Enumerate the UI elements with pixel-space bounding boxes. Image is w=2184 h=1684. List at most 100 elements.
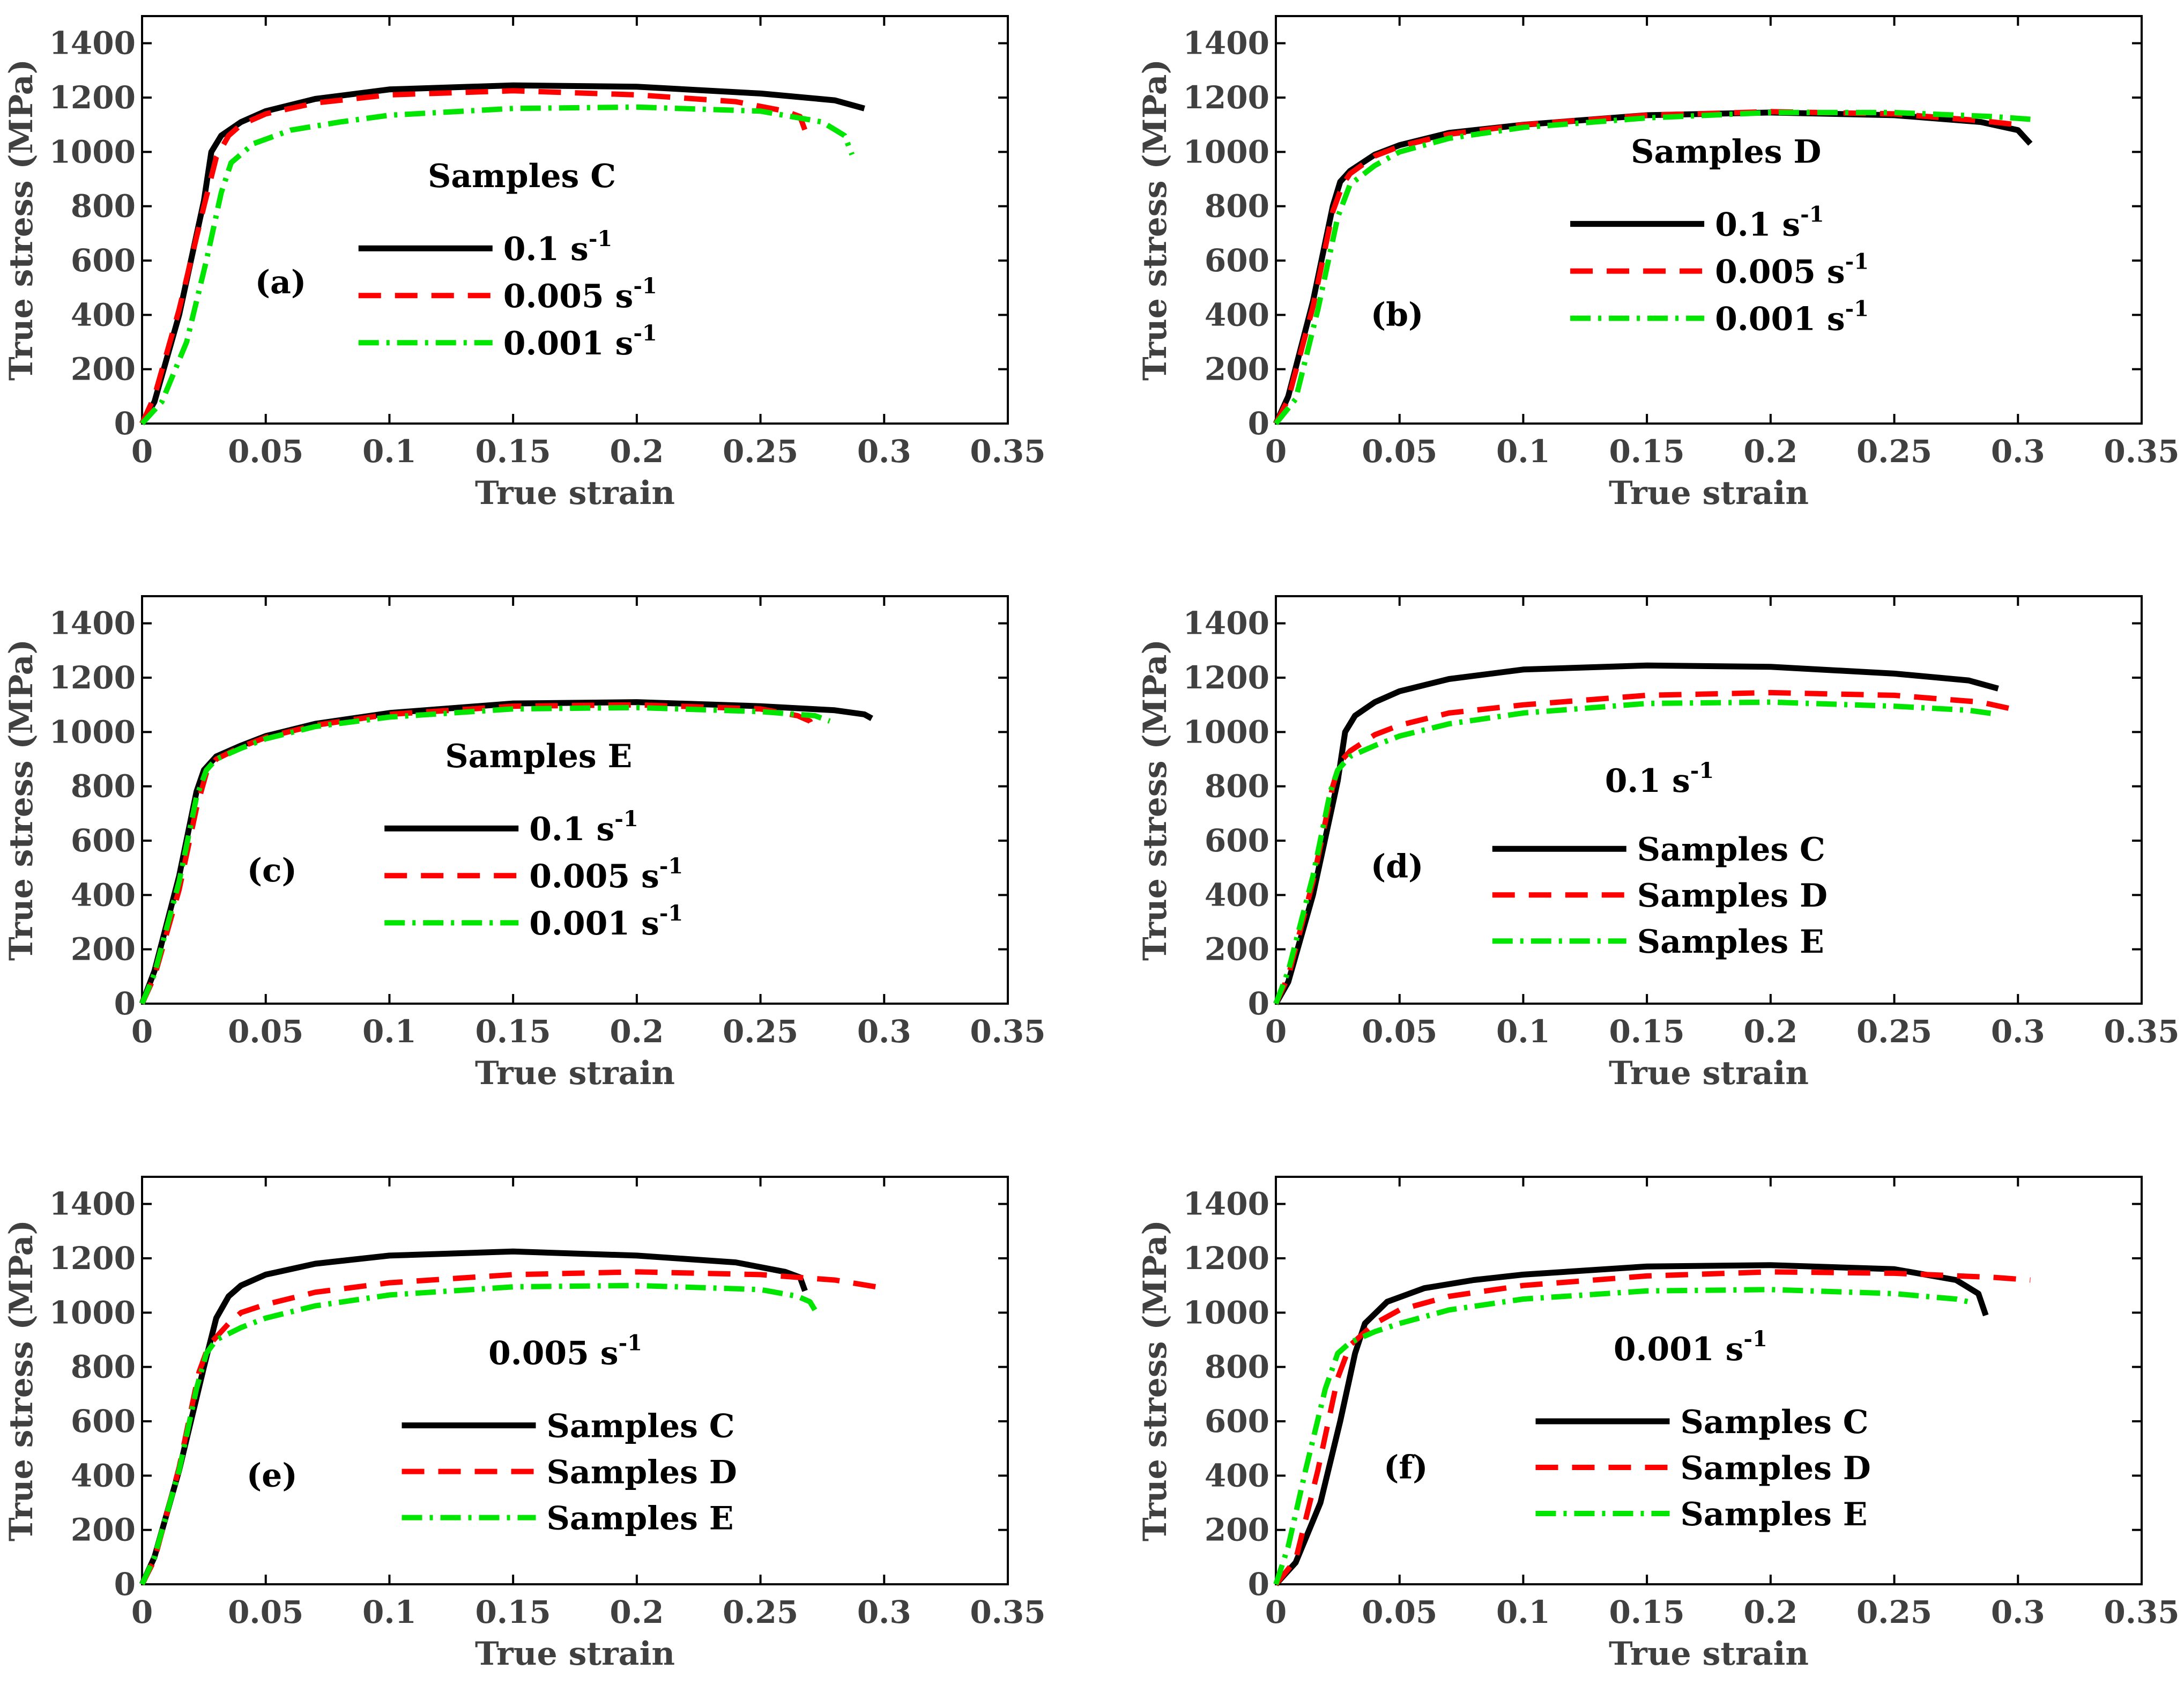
legend-superscript: -1: [659, 854, 683, 879]
x-tick-label: 0.3: [1991, 433, 2045, 470]
plot-frame: [1275, 1176, 2143, 1585]
y-tick-label: 0: [114, 1566, 136, 1603]
legend-space: [630, 858, 641, 895]
x-tick-label: 0.15: [1609, 1013, 1685, 1050]
x-tick-label: 0.1: [1496, 433, 1550, 470]
legend-name: 0.1: [1715, 206, 1771, 244]
x-tick-label: 0.15: [476, 1594, 551, 1630]
chart-panel-b: 0 0.05 0.1 0.15 0.2 0.25 0.3 0.35 0 200 400 600 800 1…: [1136, 15, 2180, 512]
y-tick-label: 1400: [49, 605, 136, 642]
y-tick-label: 1400: [1183, 605, 1269, 642]
legend-entry: Samples C: [1637, 831, 1825, 869]
y-axis-title: True stress (MPa): [1136, 1220, 1174, 1541]
legend-name: 0.1: [529, 811, 585, 848]
x-axis-title: True strain: [475, 1055, 675, 1092]
y-axis-title: True stress (MPa): [3, 1220, 40, 1541]
group-label-text: 0.1 s: [1605, 762, 1690, 800]
legend-entry: Samples E: [1681, 1496, 1868, 1533]
legend-entry: Samples C: [547, 1408, 735, 1445]
y-tick-label: 800: [1205, 188, 1269, 225]
x-tick-label: 0.2: [1743, 1594, 1797, 1630]
legend-space: [1816, 254, 1827, 291]
legend-superscript: -1: [659, 901, 683, 926]
legend-space: [1771, 206, 1782, 244]
group-label-text: 0.005 s: [488, 1335, 619, 1373]
x-tick-label: 0: [131, 433, 153, 470]
y-tick-label: 200: [71, 351, 136, 388]
y-tick-label: 800: [71, 1349, 136, 1385]
y-tick-label: 1200: [1183, 659, 1269, 696]
legend-superscript: -1: [1845, 296, 1869, 322]
legend-name: 0.001: [1715, 301, 1816, 338]
y-tick-label: 0: [1248, 1566, 1269, 1603]
plot-frame: [1275, 15, 2143, 425]
x-tick-label: 0: [1265, 433, 1287, 470]
x-tick-label: 0: [1265, 1594, 1287, 1630]
legend-unit: s: [570, 231, 589, 268]
chart-panel-d: 0 0.05 0.1 0.15 0.2 0.25 0.3 0.35 0 200 400 600 800 1…: [1136, 595, 2180, 1092]
x-tick-label: 0.2: [610, 1594, 664, 1630]
group-label: Samples D: [1631, 133, 1821, 171]
legend-unit: s: [1827, 254, 1845, 291]
legend-space: [604, 325, 615, 362]
x-axis-title: True strain: [1609, 1055, 1809, 1092]
y-tick-label: 1000: [1183, 133, 1269, 170]
x-tick-label: 0.3: [857, 433, 911, 470]
panel-label: (b): [1371, 296, 1424, 334]
series-line-dashed: [139, 88, 808, 425]
legend-superscript: -1: [633, 321, 657, 346]
legend-entry: 0.1 s-1: [503, 226, 613, 268]
x-tick-label: 0.35: [2104, 1594, 2179, 1630]
panel-label: (e): [247, 1457, 298, 1495]
series-line-dashdot: [1274, 109, 2031, 426]
legend-name: Samples C: [1681, 1404, 1869, 1441]
plot-frame: [141, 595, 1009, 1005]
y-tick-label: 1400: [49, 1186, 136, 1222]
x-tick-label: 0.35: [970, 433, 1045, 470]
series-line-dashdot: [1273, 699, 1999, 1005]
x-tick-label: 0.35: [2104, 433, 2179, 470]
x-tick-label: 0.05: [228, 1013, 303, 1050]
legend-name: 0.001: [529, 905, 630, 943]
group-label: Samples C: [428, 158, 616, 195]
x-tick-label: 0.15: [1609, 433, 1685, 470]
y-tick-label: 400: [1205, 296, 1269, 333]
legend-space: [630, 905, 641, 943]
legend-entry: Samples E: [547, 1500, 734, 1538]
x-tick-label: 0.2: [1743, 433, 1797, 470]
y-tick-label: 600: [71, 242, 136, 279]
y-tick-label: 800: [1205, 1349, 1269, 1385]
y-tick-label: 0: [1248, 985, 1269, 1022]
y-tick-label: 600: [71, 822, 136, 859]
legend-entry: 0.001 s-1: [529, 901, 683, 943]
x-axis-title: True strain: [1609, 1635, 1809, 1673]
x-tick-label: 0.1: [1496, 1013, 1550, 1050]
group-label: 0.1 s-1: [1605, 758, 1714, 800]
legend-entry: 0.005 s-1: [503, 273, 657, 315]
legend-entry: 0.001 s-1: [1715, 296, 1869, 338]
group-label-superscript: -1: [1690, 758, 1714, 783]
panel-label: (a): [255, 264, 307, 301]
y-tick-label: 1200: [49, 79, 136, 116]
plot-frame: [141, 1176, 1009, 1585]
legend-entry: 0.001 s-1: [503, 321, 657, 362]
legend-name: 0.005: [1715, 254, 1816, 291]
x-tick-label: 0.2: [610, 1013, 664, 1050]
legend-entry: 0.005 s-1: [1715, 249, 1869, 291]
panel-label: (c): [247, 852, 297, 889]
legend-space: [604, 278, 615, 315]
x-tick-label: 0.35: [2104, 1013, 2179, 1050]
legend-name: 0.005: [529, 858, 630, 895]
legend-entry: 0.1 s-1: [1715, 202, 1824, 244]
x-tick-label: 0.25: [1856, 1594, 1932, 1630]
y-tick-label: 200: [71, 931, 136, 968]
y-axis-title: True stress (MPa): [1136, 59, 1174, 381]
group-label: 0.005 s-1: [488, 1331, 642, 1373]
y-tick-label: 1000: [49, 133, 136, 170]
x-tick-label: 0.3: [1991, 1594, 2045, 1630]
group-label: 0.001 s-1: [1614, 1326, 1767, 1368]
legend-entry: Samples D: [547, 1454, 737, 1492]
y-tick-label: 400: [1205, 1457, 1269, 1494]
legend-unit: s: [615, 325, 634, 362]
group-label-superscript: -1: [619, 1331, 642, 1356]
